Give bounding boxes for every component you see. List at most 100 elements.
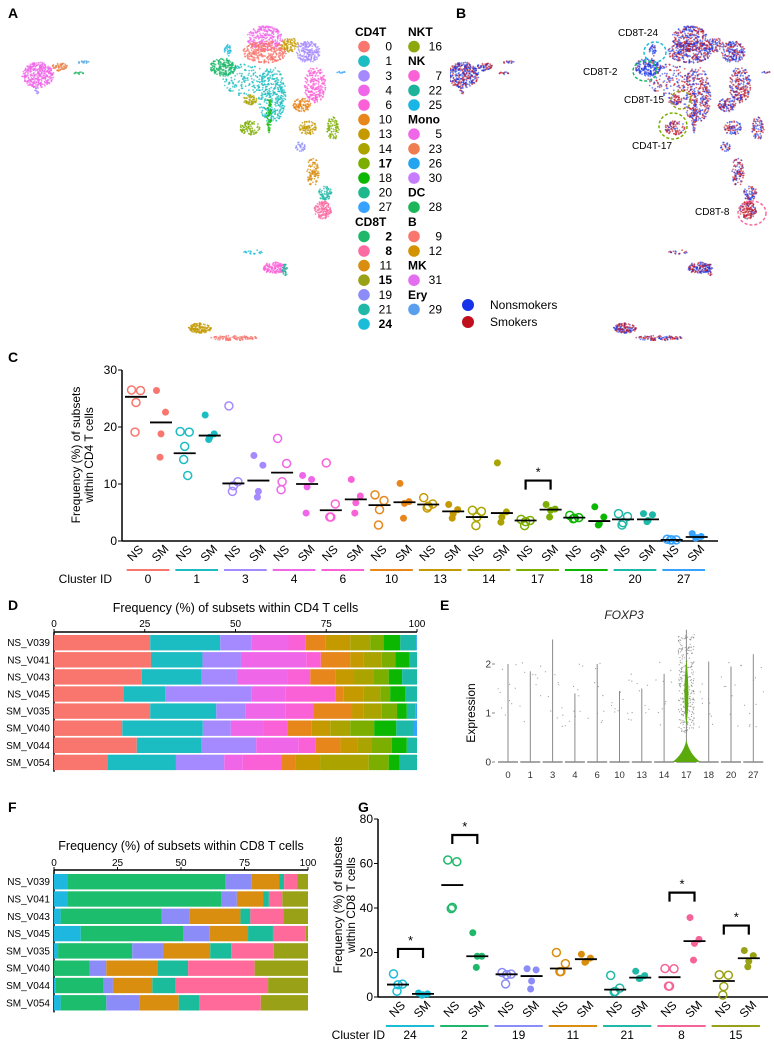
cell-point	[246, 49, 249, 52]
legend-group-b: B	[408, 215, 417, 229]
cell-point	[283, 46, 286, 49]
cell-point	[272, 90, 274, 92]
cell-point	[252, 32, 255, 35]
cell-point	[282, 57, 284, 59]
cell-point	[48, 81, 50, 84]
cell-point	[671, 47, 674, 50]
cell-point	[297, 103, 299, 105]
cell-point	[658, 78, 661, 81]
cell-point	[466, 86, 468, 89]
cell-point	[666, 81, 668, 84]
cell-point	[307, 168, 309, 171]
cell-point	[228, 52, 231, 54]
cell-point	[326, 130, 329, 133]
cell-point	[303, 123, 306, 126]
cell-point	[263, 61, 266, 64]
cell-point	[228, 59, 231, 62]
cell-point	[49, 66, 51, 69]
cell-point	[681, 44, 683, 47]
cell-point	[683, 67, 686, 70]
cell-point	[316, 46, 318, 49]
cell-point	[266, 43, 269, 46]
cell-point	[284, 94, 287, 96]
cell-point	[704, 35, 707, 38]
cell-point	[242, 49, 245, 51]
cell-point	[705, 46, 708, 48]
cell-point	[264, 34, 267, 37]
cell-point	[230, 66, 233, 69]
cell-point	[668, 53, 671, 55]
cell-point	[662, 81, 665, 83]
cell-point	[56, 69, 59, 72]
cell-point	[249, 252, 252, 255]
cell-point	[685, 61, 688, 63]
legend-swatch-27	[358, 201, 370, 213]
cell-point	[318, 71, 320, 73]
cell-point	[37, 81, 40, 84]
cell-point	[274, 28, 276, 31]
cell-point	[278, 112, 281, 115]
cell-point	[311, 51, 314, 54]
cell-point	[271, 77, 274, 80]
cell-point	[228, 73, 231, 76]
legend-group-ery: Ery	[408, 288, 428, 302]
cell-point	[301, 55, 303, 57]
cell-point	[324, 87, 327, 89]
cell-point	[459, 89, 461, 92]
cell-point	[302, 43, 305, 45]
cell-point	[201, 326, 204, 329]
cell-point	[672, 79, 674, 81]
cell-point	[55, 64, 58, 67]
cell-point	[246, 57, 249, 60]
legend-label-19: 19	[379, 288, 393, 302]
cell-point	[243, 63, 246, 66]
cell-point	[320, 205, 322, 208]
cell-point	[257, 123, 259, 125]
cell-point	[469, 63, 471, 66]
cell-point	[697, 53, 699, 55]
legend-label-27: 27	[379, 200, 393, 214]
cell-point	[467, 66, 469, 68]
cell-point	[254, 101, 257, 104]
cell-point	[275, 77, 278, 80]
cell-point	[505, 60, 508, 62]
cell-point	[460, 87, 462, 89]
cell-point	[695, 37, 697, 39]
cell-point	[665, 65, 668, 68]
cell-point	[469, 81, 472, 84]
cell-point	[310, 121, 313, 123]
cell-point	[268, 263, 271, 266]
cell-point	[715, 48, 717, 51]
cell-point	[64, 66, 67, 68]
cell-point	[42, 62, 45, 65]
cell-point	[243, 80, 245, 83]
cell-point	[311, 163, 314, 166]
cell-point	[314, 58, 317, 61]
cell-point	[307, 129, 310, 132]
cell-point	[268, 102, 271, 104]
cluster-cells	[306, 157, 320, 186]
cell-point	[268, 33, 271, 36]
cell-point	[319, 211, 322, 214]
cell-point	[317, 166, 320, 169]
cell-point	[253, 79, 255, 81]
cell-point	[325, 210, 327, 213]
cluster-cells	[450, 61, 480, 89]
cell-point	[56, 62, 59, 65]
cell-point	[263, 49, 266, 52]
cell-point	[279, 53, 282, 56]
cell-point	[250, 42, 252, 45]
cell-point	[323, 203, 326, 206]
cell-point	[309, 129, 312, 132]
cell-point	[32, 85, 35, 88]
cell-point	[699, 45, 702, 48]
cell-point	[269, 26, 272, 29]
cell-point	[248, 72, 251, 75]
cell-point	[301, 148, 303, 151]
cell-point	[264, 268, 266, 270]
legend-swatch-17	[358, 157, 370, 170]
cell-point	[327, 206, 330, 209]
cell-point	[231, 70, 234, 73]
cell-point	[260, 61, 263, 63]
cluster-cells	[210, 334, 258, 342]
